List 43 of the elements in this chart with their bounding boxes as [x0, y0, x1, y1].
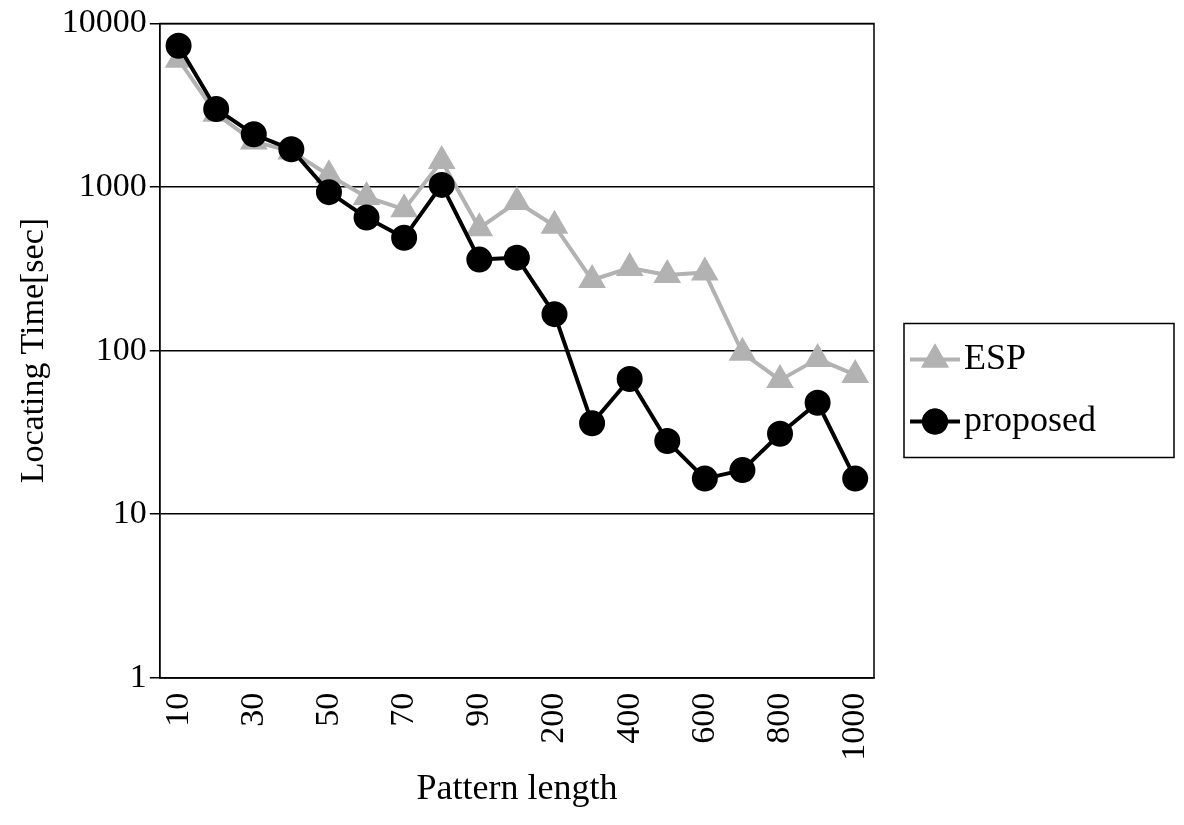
y-tick-label: 100 [95, 329, 147, 367]
point [654, 428, 681, 455]
y-tick-label: 1 [129, 656, 147, 694]
point [616, 366, 643, 393]
point [466, 214, 492, 237]
point [767, 420, 794, 447]
point [391, 224, 418, 251]
x-tick-label: 1000 [834, 692, 872, 761]
x-tick-label: 50 [307, 692, 345, 727]
point [729, 457, 756, 484]
x-axis-title: Pattern length [416, 766, 618, 807]
point [541, 301, 568, 328]
x-tick-label: 70 [383, 692, 421, 727]
y-axis-title: Locating Time[sec] [13, 217, 51, 484]
x-tick-label: 600 [683, 692, 721, 744]
point [353, 204, 380, 231]
point [391, 195, 417, 218]
x-tick-label: 400 [608, 692, 646, 744]
legend-label: proposed [964, 399, 1096, 440]
point [503, 244, 530, 271]
x-tick-label: 30 [232, 692, 270, 727]
point [842, 465, 869, 492]
point [617, 253, 643, 276]
point [354, 182, 379, 205]
y-tick-label: 1000 [78, 165, 147, 203]
point [579, 410, 606, 437]
point [504, 187, 530, 210]
point [767, 366, 793, 389]
point [428, 171, 455, 198]
point [542, 211, 567, 234]
x-tick-label: 10 [157, 692, 195, 727]
point [466, 246, 493, 273]
point [691, 465, 718, 492]
legend-label: ESP [964, 337, 1027, 378]
point [579, 266, 605, 289]
x-tick-label: 200 [533, 692, 571, 744]
x-tick-label: 800 [758, 692, 796, 744]
y-tick-label: 10 [112, 493, 147, 531]
point [654, 260, 680, 283]
point [804, 389, 831, 416]
point [429, 147, 455, 170]
x-tick-label: 90 [458, 692, 496, 727]
y-tick-label: 10000 [61, 2, 147, 40]
